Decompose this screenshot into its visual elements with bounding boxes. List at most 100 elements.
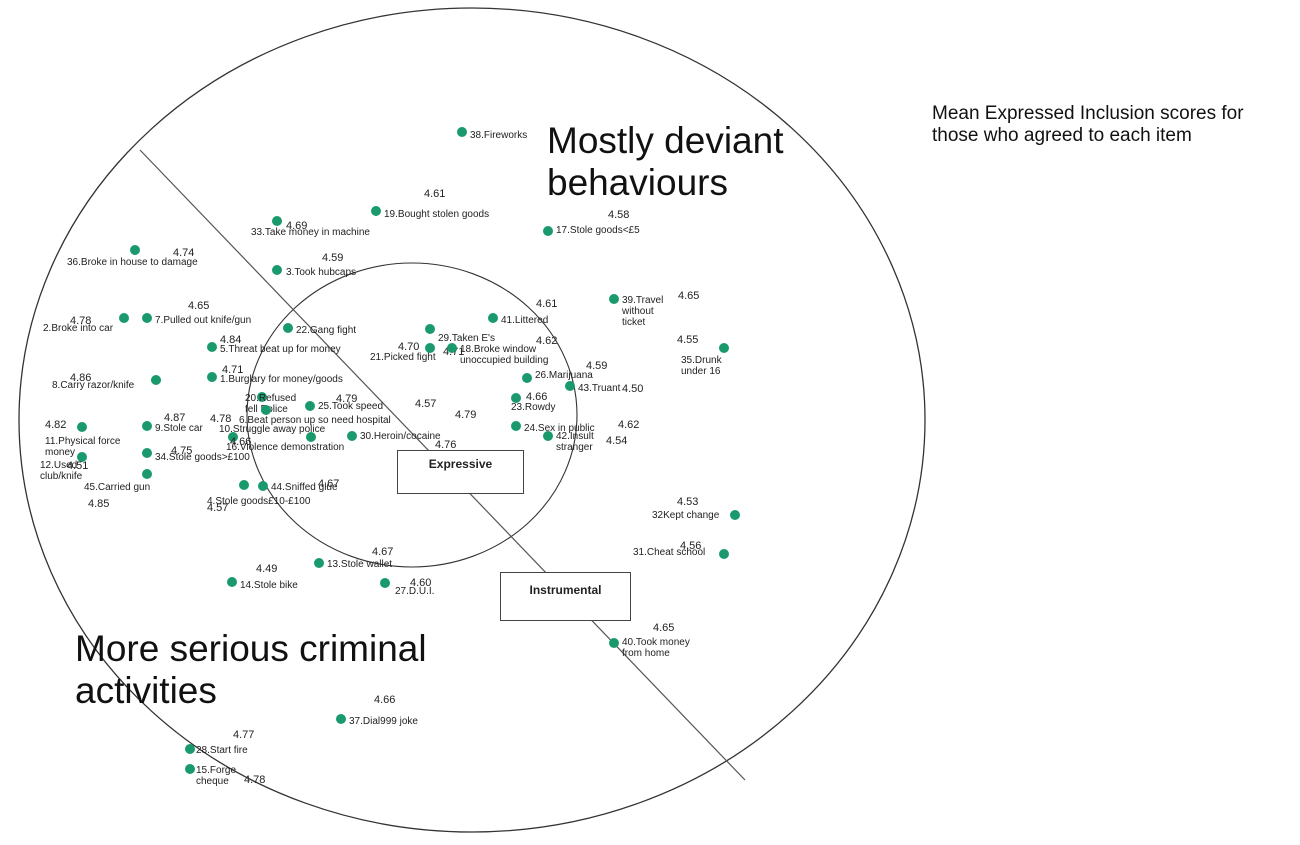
item-score: 4.79 — [336, 393, 357, 405]
item-dot — [272, 216, 282, 226]
item-dot — [511, 393, 521, 403]
item-point-group: 24.Sex in public 4.62 — [511, 419, 639, 434]
item-point-group: 3.Took hubcaps 4.59 — [272, 252, 356, 278]
item-label: 18.Broke window unoccupied building — [460, 344, 548, 366]
item-score: 4.62 — [536, 335, 557, 347]
item-dot — [447, 343, 457, 353]
item-point-group: 27.D.U.I.4.60 — [380, 577, 434, 597]
item-label: 27.D.U.I. — [395, 586, 434, 597]
item-label: 23.Rowdy — [511, 402, 555, 413]
item-label: 35.Drunk under 16 — [681, 355, 723, 377]
item-score: 4.65 — [678, 290, 699, 302]
item-label: 7.Pulled out knife/gun — [155, 315, 251, 326]
item-point-group: 17.Stole goods<£5 4.58 — [543, 209, 640, 236]
item-dot — [543, 226, 553, 236]
item-label: 32Kept change — [652, 510, 720, 521]
item-score: 4.58 — [608, 209, 629, 221]
item-point-group: 14.Stole bike 4.49 — [227, 563, 298, 591]
item-score: 4.60 — [410, 577, 431, 589]
item-point-group: 43.Truant 4.59 — [565, 360, 621, 394]
item-score: 4.59 — [322, 252, 343, 264]
item-dot — [130, 245, 140, 255]
item-dot — [119, 313, 129, 323]
item-label: 10.Struggle away police — [219, 424, 326, 435]
item-point-group: 37.Dial999 joke 4.66 — [336, 694, 418, 727]
item-label: 11.Physical force money — [45, 436, 121, 458]
item-dot — [371, 206, 381, 216]
item-score: 4.66 — [230, 436, 251, 448]
item-score: 4.74 — [173, 247, 194, 259]
item-label: 13.Stole wallet — [327, 559, 392, 570]
item-point-group: 38.Fireworks — [457, 127, 527, 141]
item-score: 4.78 — [70, 315, 91, 327]
deviant-label-line1: Mostly deviant — [547, 120, 784, 161]
item-point-group: 6.Beat person up so need hospital 4.79 — [239, 405, 476, 426]
item-label: 8.Carry razor/knife — [52, 380, 135, 391]
item-point-group: 15.Forge cheque 4.78 — [185, 764, 265, 787]
item-dot — [488, 313, 498, 323]
item-dot — [142, 421, 152, 431]
item-dot — [522, 373, 532, 383]
item-dot — [425, 343, 435, 353]
item-score: 4.50 — [622, 383, 643, 395]
item-score: 4.84 — [220, 334, 241, 346]
item-point-group: 7.Pulled out knife/gun 4.65 — [142, 300, 251, 326]
item-label: 43.Truant — [578, 383, 621, 394]
item-dot — [207, 342, 217, 352]
item-score: 4.70 — [398, 341, 419, 353]
item-score: 4.67 — [318, 478, 339, 490]
item-label: 9.Stole car — [155, 423, 203, 434]
item-dot — [257, 392, 267, 402]
criminal-label-line1: More serious criminal — [75, 628, 427, 669]
item-label: 45.Carried gun — [84, 482, 150, 493]
item-score: 4.65 — [653, 622, 674, 634]
expressive-box: Expressive — [397, 450, 524, 494]
item-dot — [185, 764, 195, 774]
item-score: 4.54 — [606, 435, 627, 447]
inner-region-ellipse — [246, 262, 578, 568]
item-dot — [609, 294, 619, 304]
item-score: 4.62 — [618, 419, 639, 431]
item-label: 30.Heroin/cocaine — [360, 431, 441, 442]
item-dot — [565, 381, 575, 391]
item-label: 42.Insult stranger — [556, 431, 594, 453]
item-label: 16.Violence demonstration — [226, 442, 344, 453]
item-label: 14.Stole bike — [240, 580, 298, 591]
item-point-group: 35.Drunk under 16 4.55 — [677, 334, 729, 377]
item-dot — [609, 638, 619, 648]
item-label: 38.Fireworks — [470, 130, 527, 141]
item-dot — [719, 343, 729, 353]
item-score: 4.59 — [586, 360, 607, 372]
item-dot — [185, 744, 195, 754]
criminal-region-label: More serious criminal activities — [75, 628, 427, 712]
item-label: 28.Start fire — [196, 745, 248, 756]
item-label: 41.Littered — [501, 315, 548, 326]
item-point-group: 26.Marijuana — [522, 370, 593, 383]
item-label: 37.Dial999 joke — [349, 716, 418, 727]
item-point-group: 42.Insult stranger 4.54 — [543, 431, 627, 453]
item-score: 4.86 — [70, 372, 91, 384]
instrumental-box: Instrumental — [500, 572, 631, 621]
item-point-group: 45.Carried gun 4.85 — [84, 469, 152, 510]
item-score: 4.53 — [677, 496, 698, 508]
deviant-region-label: Mostly deviant behaviours — [547, 120, 784, 204]
item-label: 26.Marijuana — [535, 370, 593, 381]
item-dot — [306, 432, 316, 442]
item-score: 4.61 — [536, 298, 557, 310]
item-score: 4.87 — [164, 412, 185, 424]
item-label: 31.Cheat school — [633, 547, 705, 558]
item-label: 15.Forge cheque — [196, 765, 236, 787]
item-label: 21.Picked fight — [370, 352, 436, 363]
